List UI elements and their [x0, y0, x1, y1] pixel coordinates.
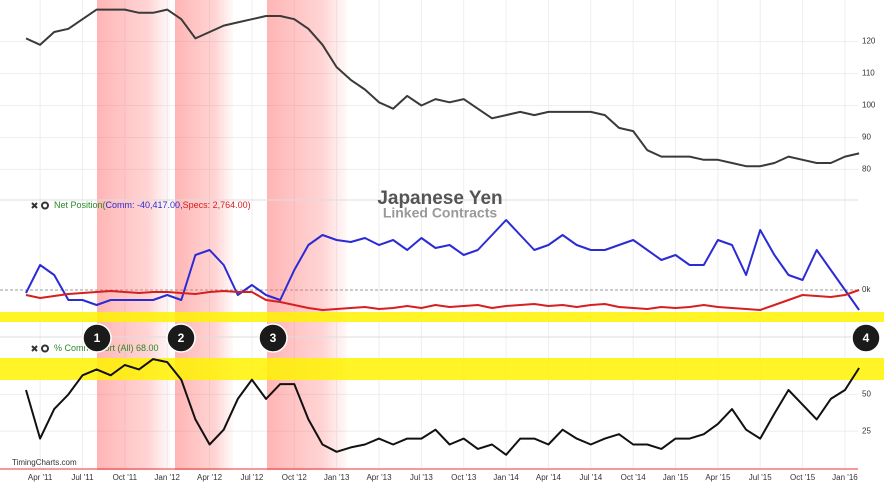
legend-icons	[31, 201, 49, 353]
y-tick-label: 25	[862, 426, 871, 435]
x-tick-label: Jan '12	[154, 473, 180, 482]
y-tick-label: 100	[862, 101, 876, 110]
annotation-marker	[82, 323, 112, 353]
legend-title: Net Position(	[54, 200, 106, 210]
shaded-region	[97, 0, 170, 470]
annotation-label: 2	[178, 331, 185, 345]
series-line	[25, 8, 860, 168]
y-tick-label: 110	[862, 69, 875, 78]
x-tick-label: Apr '14	[536, 473, 562, 482]
series-line	[25, 289, 860, 311]
x-tick-label: Jan '16	[832, 473, 858, 482]
annotation-marker	[851, 323, 881, 353]
series-line	[25, 219, 860, 311]
x-tick-label: Jan '15	[663, 473, 689, 482]
x-tick-label: Jul '14	[579, 473, 602, 482]
highlight-band	[0, 312, 884, 322]
legend-entry: Comm: -40,417.00,	[106, 200, 183, 210]
y-tick-label: 90	[862, 133, 871, 142]
annotation-label: 3	[270, 331, 277, 345]
annotation-marker	[166, 323, 196, 353]
y-tick-label: 0k	[862, 285, 871, 294]
legend-label: Net Position(Comm: -40,417.00,Specs: 2,7…	[54, 200, 251, 210]
annotation-label: 4	[863, 331, 870, 345]
annotation-label: 1	[94, 331, 101, 345]
x-tick-label: Jan '14	[493, 473, 519, 482]
x-tick-label: Oct '14	[621, 473, 647, 482]
chart-subtitle: Linked Contracts	[383, 205, 498, 221]
x-tick-label: Oct '12	[282, 473, 308, 482]
legend-entry: Specs: 2,764.00)	[183, 200, 251, 210]
y-tick-label: 50	[862, 390, 871, 399]
y-tick-label: 120	[862, 37, 876, 46]
x-tick-label: Oct '15	[790, 473, 816, 482]
x-tick-label: Jul '11	[71, 473, 94, 482]
x-tick-label: Jul '13	[410, 473, 433, 482]
x-tick-label: Jul '12	[240, 473, 263, 482]
x-tick-label: Oct '13	[451, 473, 477, 482]
series-line	[25, 358, 860, 456]
x-tick-label: Jul '15	[749, 473, 772, 482]
x-tick-label: Oct '11	[113, 473, 138, 482]
x-tick-label: Apr '13	[366, 473, 392, 482]
source: TimingCharts.com	[12, 458, 77, 467]
x-tick-label: Jan '13	[324, 473, 350, 482]
shaded-region	[267, 0, 347, 470]
y-tick-label: 80	[862, 165, 871, 174]
x-tick-label: Apr '12	[197, 473, 223, 482]
x-tick-label: Apr '11	[28, 473, 53, 482]
chart-title: Japanese Yen	[377, 188, 502, 209]
highlight-band	[0, 358, 884, 380]
annotation-marker	[258, 323, 288, 353]
x-tick-label: Apr '15	[705, 473, 731, 482]
shaded-region	[175, 0, 233, 470]
